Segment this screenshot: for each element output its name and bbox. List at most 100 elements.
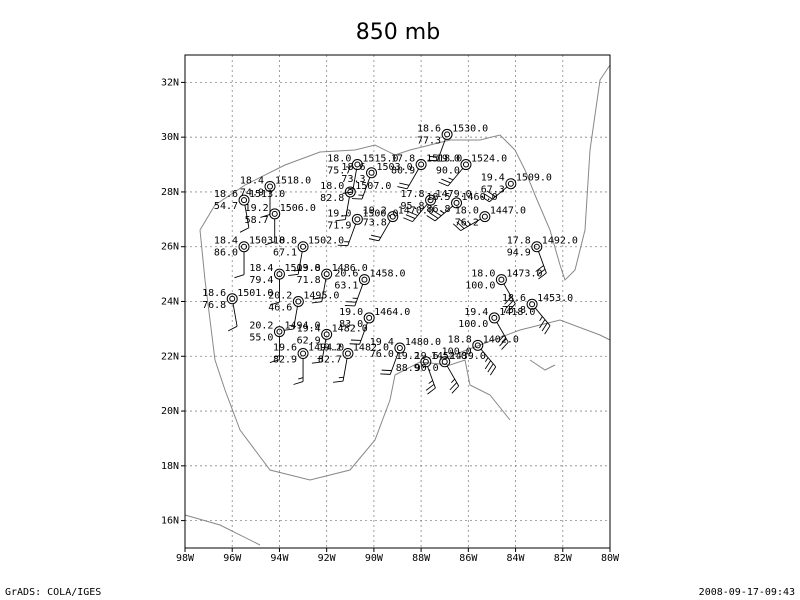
station-marker-inner [444,131,451,138]
temperature-label: 18.8 [273,236,297,247]
humidity-label: 75.8 [502,305,526,316]
station-marker [273,268,285,280]
wind-barb [534,307,551,335]
temperature-label: 19.8 [297,263,321,274]
wind-barb [425,366,436,395]
temperature-label: 18.4 [249,263,273,274]
station-marker [342,348,354,360]
wind-barb [496,322,509,350]
footer-left: GrADS: COLA/IGES [5,587,101,598]
humidity-label: 86.0 [214,248,238,259]
height-label: 1486.0 [332,263,368,274]
humidity-label: 67.1 [273,248,297,259]
height-label: 1513.0 [249,189,285,200]
height-label: 1480.0 [405,337,441,348]
humidity-label: 83.0 [339,319,363,330]
temperature-label: 19.2 [396,351,420,362]
humidity-label: 90.0 [415,363,439,374]
height-label: 1492.0 [542,236,578,247]
station-marker [415,159,427,171]
station-marker [351,213,363,225]
height-label: 1482.0 [353,343,389,354]
frame [184,54,611,549]
y-tick-label: 32N [161,77,179,88]
height-label: 1503.0 [284,263,320,274]
station-marker-inner [229,295,236,302]
temperature-label: 18.4 [214,236,238,247]
temperature-label: 18.6 [502,293,526,304]
humidity-label: 58.7 [245,215,269,226]
station-marker [531,241,543,253]
station-marker-inner [354,161,361,168]
temperature-label: 18.8 [448,334,472,345]
height-label: 1530.0 [452,123,488,134]
height-label: 1500.0 [362,208,398,219]
temperature-label: 19.0 [327,208,351,219]
station-marker-inner [366,314,373,321]
station-marker-inner [389,213,396,220]
height-label: 1453.0 [537,293,573,304]
footer-right: 2008-09-17-09:43 [699,587,795,598]
station-marker [460,159,472,171]
temperature-label: 19.0 [436,154,460,165]
station-marker-inner [418,161,425,168]
humidity-label: 82.9 [273,355,297,366]
humidity-label: 73.8 [363,218,387,229]
height-label: 1518.0 [426,154,462,165]
station-marker-inner [498,276,505,283]
wind-barb [283,306,298,331]
temperature-label: 19.2 [245,203,269,214]
temperature-label: 17.8 [391,154,415,165]
humidity-label: 71.9 [327,220,351,231]
humidity-label: 75.7 [327,166,351,177]
temperature-label: 19.2 [363,206,387,217]
wind-barb [438,168,464,187]
station-marker-inner [474,342,481,349]
temperature-label: 19.4 [464,307,488,318]
height-label: 1494.0 [284,321,320,332]
height-label: 1470.0 [398,206,434,217]
station-marker [420,356,432,368]
height-label: 1460.0 [462,192,498,203]
station-marker [292,296,304,307]
height-label: 1402.0 [483,334,519,345]
wind-barb [344,284,364,307]
temperature-label: 18.0 [455,206,479,217]
temperature-label: 19.4 [481,173,505,184]
humidity-label: 73.3 [341,174,365,185]
y-tick-label: 30N [161,132,179,143]
x-tick-label: 80W [601,553,620,564]
station-marker-inner [529,301,536,308]
wind-barb [227,303,238,332]
humidity-label: 54.7 [214,201,238,212]
station-marker-inner [323,271,330,278]
temperature-label: 18.4 [240,175,264,186]
humidity-label: 74.9 [240,187,264,198]
wind-barb [288,251,303,276]
height-label: 1464.0 [374,307,410,318]
height-label: 1479.0 [436,189,472,200]
wind-barb [337,223,357,247]
height-label: 1447.0 [490,206,526,217]
height-label: 1515.0 [362,154,398,165]
temperature-label: 18.6 [341,162,365,173]
humidity-label: 71.8 [297,275,321,286]
station-marker [273,326,285,338]
wind-barb [480,186,508,203]
x-tick-label: 96W [223,553,242,564]
x-tick-label: 86W [459,553,478,564]
wind-barb [311,278,327,304]
station-marker [441,128,453,140]
station-marker-inner [323,331,330,338]
temperature-label: 18.0 [471,269,495,280]
x-tick-label: 94W [270,553,289,564]
station-marker [358,274,370,286]
station-marker-inner [267,183,273,190]
wind-barb [452,218,481,231]
station-marker [297,348,309,360]
station-marker [297,241,309,253]
wind-barb [234,251,245,279]
humidity-label: 55.0 [249,333,273,344]
station-marker [226,293,238,305]
station-marker [344,186,356,198]
